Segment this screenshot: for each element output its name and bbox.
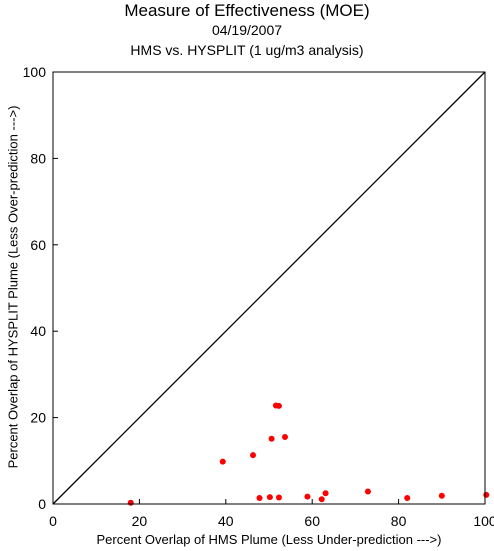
y-tick-label: 0 xyxy=(38,496,46,512)
data-point xyxy=(266,494,273,501)
y-tick-label: 100 xyxy=(23,64,47,80)
chart-title: Measure of Effectiveness (MOE) xyxy=(124,1,370,20)
x-tick-label: 80 xyxy=(391,513,407,529)
data-point xyxy=(304,493,311,500)
y-tick-label: 40 xyxy=(30,323,46,339)
points-layer xyxy=(127,402,490,506)
data-point xyxy=(318,496,325,503)
y-tick-label: 20 xyxy=(30,410,46,426)
x-tick-label: 40 xyxy=(218,513,234,529)
data-point xyxy=(275,494,282,501)
one-to-one-line xyxy=(52,71,486,505)
chart-subtitle: HMS vs. HYSPLIT (1 ug/m3 analysis) xyxy=(130,42,364,58)
data-point xyxy=(322,490,329,497)
x-axis-label: Percent Overlap of HMS Plume (Less Under… xyxy=(96,532,442,547)
chart-date: 04/19/2007 xyxy=(211,22,283,38)
y-tick-label: 80 xyxy=(30,150,46,166)
data-point xyxy=(256,494,263,501)
x-tick-label: 20 xyxy=(132,513,148,529)
data-point xyxy=(404,494,411,501)
data-point xyxy=(364,488,371,495)
data-point xyxy=(275,402,282,409)
reference-line-layer xyxy=(52,71,486,505)
y-tick-label: 60 xyxy=(30,237,46,253)
x-tick-label: 0 xyxy=(49,513,57,529)
data-point xyxy=(268,435,275,442)
plot-frame xyxy=(52,71,486,505)
y-axis-label: Percent Overlap of HYSPLIT Plume (Less O… xyxy=(5,105,21,469)
x-tick-label: 60 xyxy=(304,513,320,529)
data-point xyxy=(438,492,445,499)
x-tick-label: 100 xyxy=(473,513,494,529)
data-point xyxy=(219,458,226,465)
tick-layer: 0 20 40 60 80 100 0 20 40 60 80 100 xyxy=(23,64,494,529)
data-point xyxy=(250,452,257,459)
data-point xyxy=(127,499,134,506)
data-point xyxy=(483,491,490,498)
data-point xyxy=(281,434,288,441)
